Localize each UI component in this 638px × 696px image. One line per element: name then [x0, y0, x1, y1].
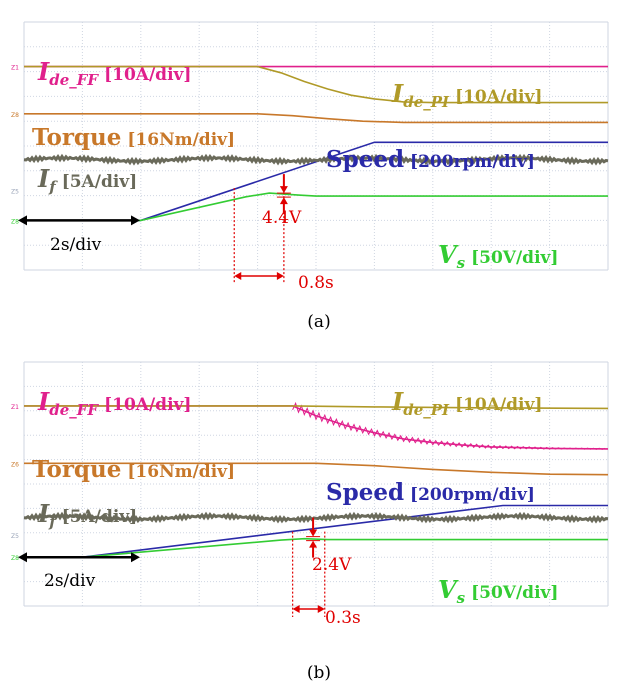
trace-torque-b: [24, 462, 609, 476]
oscilloscope-chart-b: Z1 Z6 Z5 Z8 Ide_FF [10A/div] Ide_PI [10A/div] To…: [11, 361, 609, 628]
trace-i-de-pi-a: [24, 65, 608, 104]
channel-marker: Z6: [11, 461, 19, 468]
label-i-f-b: If [5A/div]: [37, 499, 137, 531]
channel-marker: Z1: [11, 404, 19, 411]
trace-v-s-a: [24, 192, 608, 222]
grid-b: [23, 361, 609, 607]
duration-label-b: 0.3s: [325, 608, 361, 628]
channel-marker: Z5: [11, 533, 19, 540]
channel-marker: Z8: [11, 555, 19, 562]
label-i-de-pi-b: Ide_PI [10A/div]: [391, 387, 542, 419]
voltage-dip-label-b: 2.4V: [312, 555, 352, 575]
channel-markers-b: Z1 Z6 Z5 Z8: [11, 404, 19, 562]
label-v-s-a: Vs [50V/div]: [438, 240, 558, 272]
channel-marker: Z5: [11, 189, 19, 196]
duration-annotation-a: [233, 188, 285, 284]
label-torque-a: Torque [16Nm/div]: [32, 124, 235, 151]
caption-a: (a): [307, 312, 331, 332]
channel-marker: Z8: [11, 112, 19, 119]
label-i-de-ff-b: Ide_FF [10A/div]: [37, 387, 191, 419]
label-speed-b: Speed [200rpm/div]: [326, 479, 535, 506]
voltage-dip-annotation-b: [306, 517, 321, 558]
time-scale-label-a: 2s/div: [50, 235, 102, 255]
label-torque-b: Torque [16Nm/div]: [32, 456, 235, 483]
trace-torque-a: [24, 113, 608, 124]
time-scale-marker-a: [18, 215, 140, 226]
caption-b: (b): [306, 663, 332, 683]
trace-i-de-pi-b: [24, 405, 609, 410]
panel-b: Z1 Z6 Z5 Z8 Ide_FF [10A/div] Ide_PI [10A/div] To…: [0, 345, 638, 696]
duration-annotation-b: [292, 531, 326, 617]
voltage-dip-label-a: 4.4V: [262, 208, 302, 228]
label-i-de-pi-a: Ide_PI [10A/div]: [391, 79, 542, 111]
channel-marker: Z8: [11, 218, 19, 225]
label-i-f-a: If [5A/div]: [37, 164, 137, 196]
label-v-s-b: Vs [50V/div]: [438, 575, 558, 607]
time-scale-marker-b: [18, 552, 140, 563]
grid-a: [23, 21, 609, 271]
channel-markers-a: Z1 Z8 Z5 Z8: [11, 65, 19, 226]
duration-label-a: 0.8s: [298, 273, 334, 293]
label-i-de-ff-a: Ide_FF [10A/div]: [37, 57, 191, 89]
label-speed-a: Speed [200rpm/div]: [326, 146, 535, 173]
trace-i-f-b: [23, 511, 609, 524]
trace-i-f-a: [23, 153, 609, 166]
channel-marker: Z1: [11, 65, 19, 72]
trace-i-de-ff-ripple-b: [292, 401, 606, 450]
oscilloscope-chart-a: Z1 Z8 Z5 Z8 Ide_FF [10A/div] Ide_PI [10A/div] To…: [11, 21, 609, 293]
panel-a: Z1 Z8 Z5 Z8 Ide_FF [10A/div] Ide_PI [10A/div] To…: [0, 0, 638, 345]
time-scale-label-b: 2s/div: [44, 571, 96, 591]
